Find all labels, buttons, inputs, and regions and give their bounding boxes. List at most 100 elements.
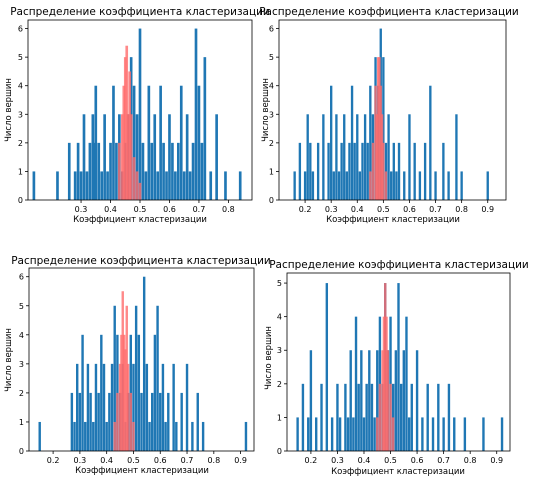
bar-series-1	[89, 392, 92, 451]
bar-series-1	[447, 171, 450, 200]
x-tick-label: 0.4	[351, 205, 364, 214]
bar-series-1	[482, 417, 485, 451]
y-tick-label: 3	[277, 346, 282, 355]
bar-series-1	[180, 392, 183, 451]
y-axis-label: Число вершин	[261, 78, 271, 142]
bar-series-1	[76, 363, 79, 451]
bar-series-1	[159, 85, 162, 200]
bar-series-2	[385, 316, 388, 451]
bar-series-1	[100, 171, 104, 200]
bar-series-1	[134, 305, 138, 451]
y-tick-label: 2	[18, 139, 23, 148]
bar-series-1	[185, 114, 189, 200]
bar-series-1	[344, 383, 347, 451]
bar-series-1	[434, 171, 437, 200]
bar-series-1	[73, 171, 77, 200]
bar-series-2	[118, 363, 122, 451]
bar-series-2	[376, 57, 380, 201]
bar-series-1	[397, 283, 400, 451]
bar-series-2	[132, 421, 135, 451]
chart-panel-3: Распределение коэффициента кластеризации…	[4, 255, 271, 476]
x-tick-label: 0.8	[207, 456, 220, 465]
bar-series-1	[309, 350, 313, 451]
bar-series-1	[115, 142, 118, 200]
bar-series-1	[94, 363, 98, 451]
chart-title: Распределение коэффициента кластеризации	[10, 6, 270, 18]
bar-series-1	[97, 142, 101, 200]
y-tick-label: 1	[277, 413, 282, 422]
bar-series-1	[147, 85, 151, 200]
bar-series-1	[410, 383, 413, 451]
y-tick-label: 4	[19, 331, 24, 340]
x-tick-label: 0.4	[358, 456, 371, 465]
bar-series-1	[188, 171, 192, 200]
chart-panel-4: Распределение коэффициента кластеризации…	[264, 259, 529, 477]
bar-series-1	[360, 350, 363, 451]
y-tick-label: 2	[277, 380, 282, 389]
y-tick-label: 3	[269, 110, 274, 119]
bar-series-1	[78, 392, 82, 451]
bar-series-2	[374, 85, 377, 200]
bar-series-1	[368, 350, 371, 451]
y-tick-label: 2	[269, 139, 274, 148]
plot-area: 0 1 2 3 4 5 6 0.2 0.3 0.4 0.5 0.6 0.7 0.8 0.9	[19, 267, 255, 465]
x-tick-label: 0.7	[429, 205, 442, 214]
bar-series-1	[105, 421, 108, 451]
bar-series-1	[67, 142, 71, 200]
bar-series-1	[332, 171, 335, 200]
x-tick-label: 0.5	[127, 456, 140, 465]
x-tick-label: 0.9	[481, 205, 494, 214]
y-axis-label: Число вершин	[4, 328, 14, 392]
bar-series-1	[38, 421, 41, 451]
bar-series-1	[354, 316, 358, 451]
bar-series-2	[122, 85, 126, 200]
bar-series-1	[167, 392, 170, 451]
bar-series-1	[357, 383, 360, 451]
x-tick-label: 0.4	[104, 205, 117, 214]
bar-series-1	[224, 171, 227, 200]
bar-series-1	[215, 114, 218, 200]
plot-area: 0 1 2 3 4 5 6 0.2 0.3 0.4 0.5 0.6 0.7 0.8 0.9	[269, 19, 507, 214]
bar-series-1	[137, 334, 141, 451]
x-tick-label: 0.2	[47, 456, 60, 465]
bar-series-1	[92, 421, 95, 451]
bar-series-2	[382, 142, 385, 200]
bar-series-1	[209, 171, 213, 200]
x-tick-label: 0.7	[193, 205, 206, 214]
bar-series-1	[447, 383, 451, 451]
plot-area: 0 1 2 3 4 5 0.2 0.3 0.4 0.5 0.6 0.7 0.8 0.9	[277, 272, 511, 465]
bar-series-1	[201, 421, 205, 451]
bar-series-2	[389, 383, 392, 451]
bar-series-1	[350, 85, 354, 200]
bar-series-2	[122, 334, 126, 451]
bar-series-1	[365, 383, 368, 451]
bar-series-1	[148, 421, 151, 451]
bar-series-2	[384, 283, 387, 451]
bar-series-1	[82, 114, 86, 200]
y-tick-label: 1	[19, 418, 24, 427]
bar-series-1	[132, 85, 136, 200]
bar-series-1	[413, 142, 416, 200]
bar-series-1	[311, 171, 315, 200]
bar-series-2	[138, 182, 142, 200]
x-tick-label: 0.3	[75, 205, 88, 214]
y-tick-label: 6	[269, 25, 274, 34]
bar-series-1	[296, 417, 299, 451]
bar-series-1	[92, 142, 96, 200]
bar-series-1	[358, 171, 362, 200]
bar-series-1	[162, 142, 165, 200]
y-tick-label: 1	[18, 167, 23, 176]
y-tick-label: 5	[18, 53, 23, 62]
bar-series-1	[370, 383, 374, 451]
bar-series-1	[437, 383, 440, 451]
bar-series-1	[322, 114, 325, 200]
bar-series-1	[362, 417, 366, 451]
bar-series-1	[442, 142, 445, 200]
x-tick-label: 0.5	[377, 205, 390, 214]
bar-series-1	[373, 417, 376, 451]
bar-series-2	[116, 392, 119, 451]
bar-series-1	[394, 350, 398, 451]
bar-series-1	[356, 114, 359, 200]
x-tick-label: 0.8	[222, 205, 235, 214]
bar-series-1	[76, 142, 80, 200]
